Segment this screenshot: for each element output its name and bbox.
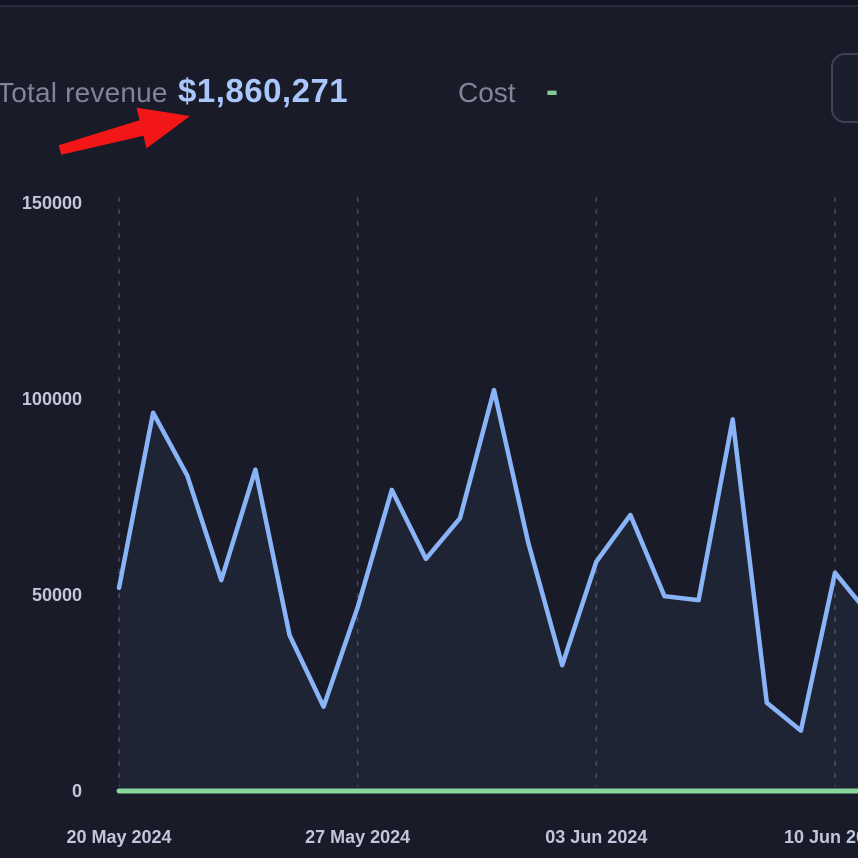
- x-axis-tick-label: 27 May 2024: [305, 827, 410, 847]
- y-axis-tick-label: 100000: [22, 389, 82, 409]
- cost-value-dash: -: [546, 69, 558, 110]
- y-axis-tick-label: 0: [72, 781, 82, 801]
- total-revenue-value: $1,860,271: [178, 72, 349, 109]
- x-axis-tick-label: 10 Jun 2024: [784, 827, 858, 847]
- revenue-area-fill: [119, 390, 858, 791]
- x-axis-tick-label: 20 May 2024: [66, 827, 171, 847]
- y-axis-tick-label: 50000: [32, 585, 82, 605]
- cost-label: Cost: [458, 77, 516, 108]
- total-revenue-label: Total revenue: [0, 77, 168, 108]
- y-axis-tick-label: 150000: [22, 193, 82, 213]
- toolbar-bottom-edge: [0, 0, 858, 7]
- revenue-line-series[interactable]: [116, 387, 858, 733]
- x-axis-tick-label: 03 Jun 2024: [545, 827, 647, 847]
- toolbar-button-partial[interactable]: [831, 53, 858, 123]
